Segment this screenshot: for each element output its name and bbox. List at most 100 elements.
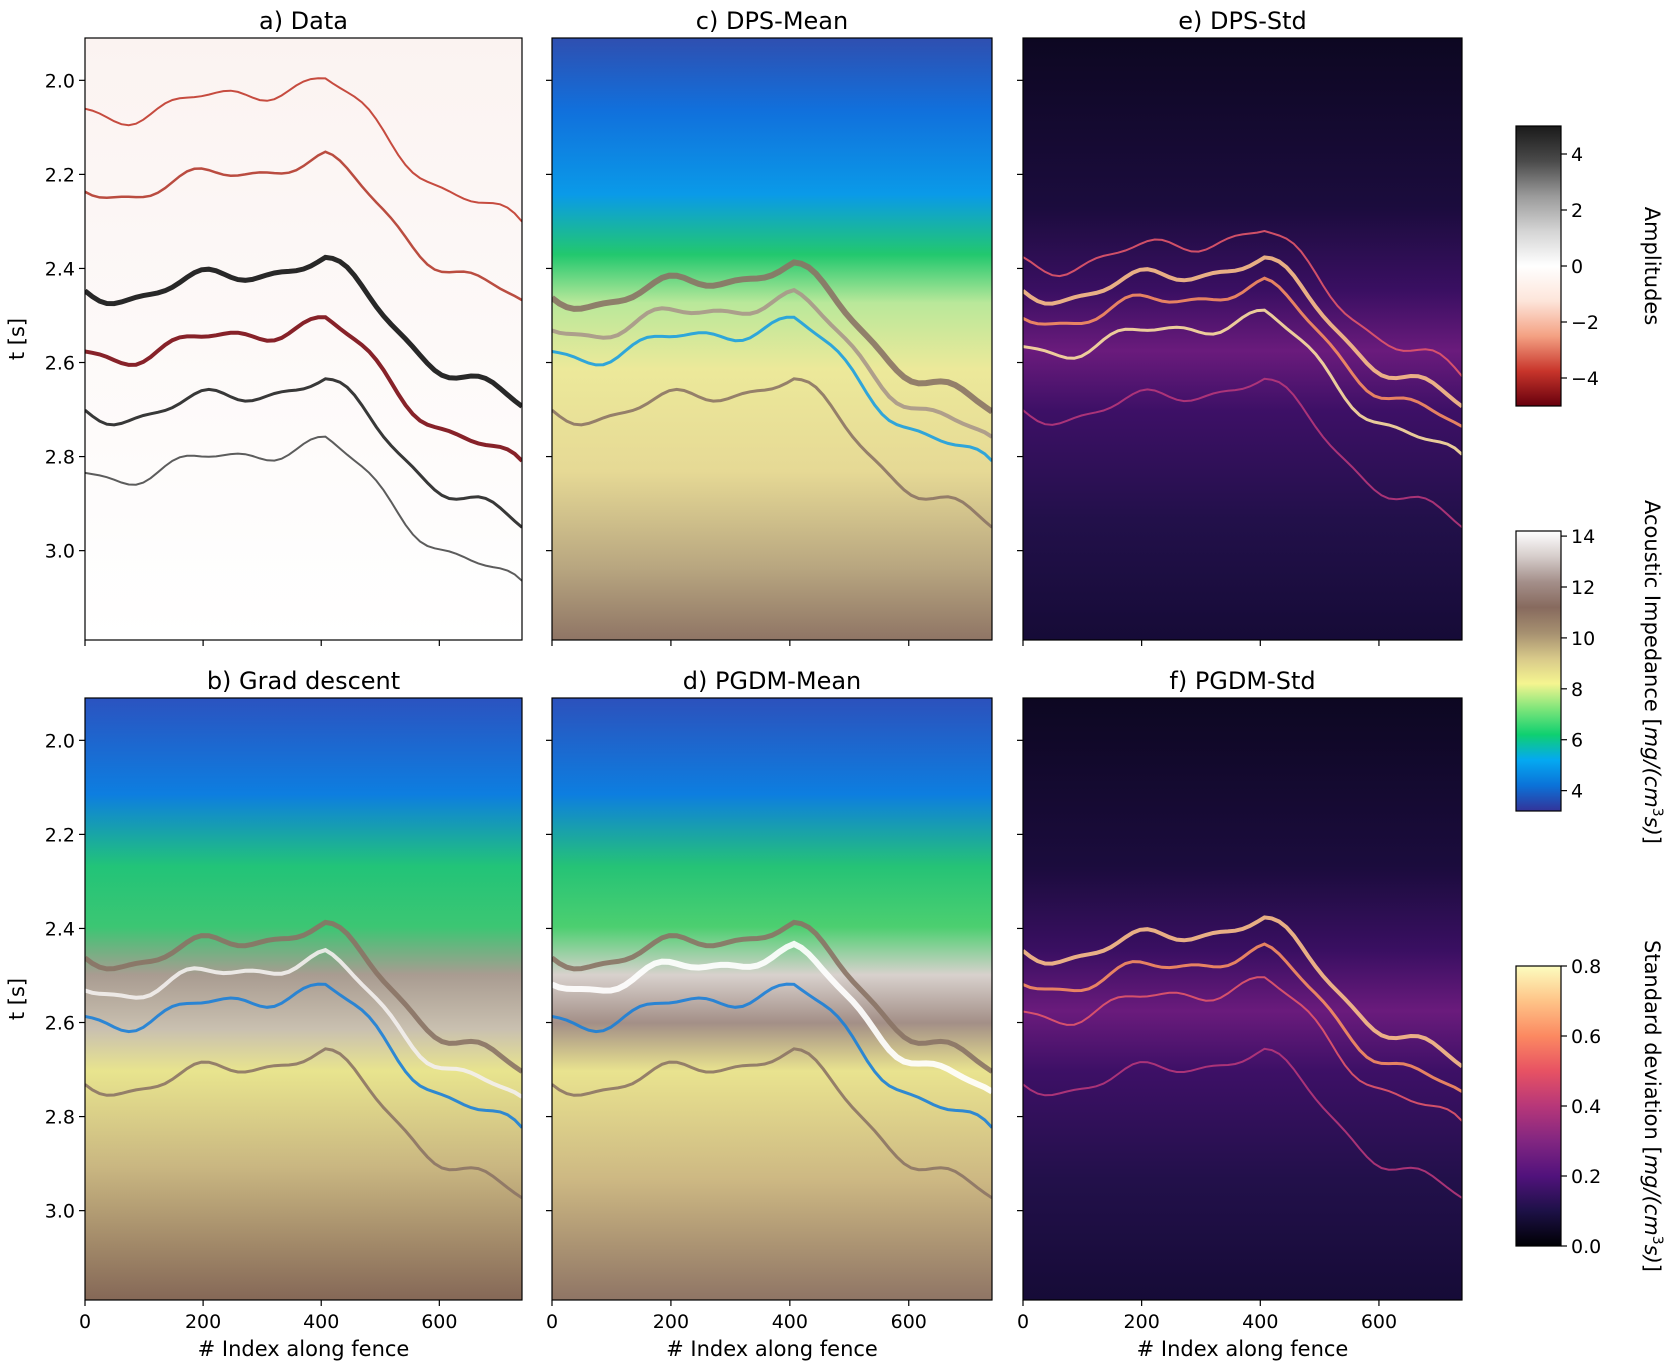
horizon-trace — [1023, 229, 1462, 377]
x-axis-label: # Index along fence — [1137, 1337, 1349, 1361]
colorbar-label: Standard deviation [mg/(cm3s)] — [1640, 940, 1665, 1272]
horizon-trace — [552, 259, 992, 415]
horizon-trace — [552, 315, 992, 462]
colorbar-tick-label: 2 — [1571, 200, 1583, 222]
heatmap-texture-e — [1023, 229, 1462, 529]
panel-title: b) Grad descent — [207, 667, 400, 695]
y-tick-label: 3.0 — [45, 1201, 75, 1223]
horizon-trace — [85, 254, 522, 409]
horizon-trace — [85, 919, 522, 1074]
colorbar-tick-label: 0.6 — [1571, 1026, 1601, 1048]
panel-title: e) DPS-Std — [1178, 7, 1306, 35]
colorbar-gradient — [1515, 125, 1562, 407]
horizon-trace — [85, 947, 522, 1099]
panel-title: c) DPS-Mean — [696, 7, 848, 35]
axes-frame — [84, 697, 523, 1301]
horizon-trace — [1023, 377, 1462, 529]
x-tick-label: 400 — [1242, 1311, 1278, 1333]
x-tick-label: 600 — [891, 1311, 927, 1333]
horizon-trace — [552, 287, 992, 439]
x-tick-label: 600 — [421, 1311, 457, 1333]
horizon-trace — [85, 377, 522, 529]
horizon-trace — [85, 435, 522, 582]
heatmap-f — [1023, 698, 1462, 1300]
colorbar-tick-label: 4 — [1571, 781, 1583, 803]
colorbar-gradient — [1515, 965, 1562, 1247]
colorbar-tick-label: 4 — [1571, 144, 1583, 166]
horizon-trace — [552, 940, 992, 1095]
panel-a: a) Data 2.0 2.2 2.4 2.6 2.8 3.0 t [s] — [5, 7, 523, 646]
heatmap-b — [85, 698, 522, 1300]
heatmap-texture-f — [1023, 915, 1462, 1199]
y-tick-label: 2.0 — [45, 70, 75, 92]
heatmap-c — [552, 38, 992, 640]
x-tick-label: 0 — [1017, 1311, 1029, 1333]
horizon-trace — [552, 377, 992, 529]
colorbar-tick-label: 14 — [1571, 526, 1595, 548]
heatmap-texture-a — [85, 77, 522, 582]
y-tick-label: 2.2 — [45, 164, 75, 186]
colorbar-tick-label: −4 — [1571, 368, 1599, 390]
colorbar-tick-label: −2 — [1571, 312, 1599, 334]
heatmap-texture-c — [552, 259, 992, 529]
horizon-trace — [1023, 255, 1462, 408]
colorbar-tick-label: 0.2 — [1571, 1166, 1601, 1188]
heatmap-e — [1023, 38, 1462, 640]
horizon-trace — [85, 315, 522, 463]
axes-frame — [1022, 697, 1463, 1301]
heatmap-texture-b — [85, 919, 522, 1200]
x-tick-label: 0 — [79, 1311, 91, 1333]
colorbar-amp: 4 2 0 −2 −4 Amplitudes — [1515, 125, 1664, 407]
x-axis-label: # Index along fence — [666, 1337, 878, 1361]
y-tick-label: 3.0 — [45, 541, 75, 563]
colorbar-tick-label: 12 — [1571, 577, 1595, 599]
x-tick-label: 600 — [1361, 1311, 1397, 1333]
horizon-trace — [85, 77, 522, 223]
panel-title: f) PGDM-Std — [1169, 667, 1315, 695]
axes-frame — [84, 37, 523, 641]
y-tick-label: 2.0 — [45, 730, 75, 752]
y-tick-label: 2.4 — [45, 258, 75, 280]
y-axis-label: t [s] — [5, 978, 29, 1020]
y-tick-label: 2.4 — [45, 918, 75, 940]
x-tick-label: 200 — [185, 1311, 221, 1333]
x-tick-label: 0 — [546, 1311, 558, 1333]
panel-title: a) Data — [259, 7, 348, 35]
colorbar-gradient — [1515, 530, 1562, 812]
y-tick-label: 2.2 — [45, 824, 75, 846]
horizon-trace — [1023, 308, 1462, 456]
x-tick-label: 200 — [653, 1311, 689, 1333]
axes-frame — [1022, 37, 1463, 641]
y-axis-label: t [s] — [5, 318, 29, 360]
panel-b: b) Grad descent 0 200 400 600 2.0 2.2 2.4 2.6 2.8… — [5, 667, 523, 1361]
x-tick-label: 400 — [772, 1311, 808, 1333]
x-tick-label: 400 — [303, 1311, 339, 1333]
colorbar-tick-label: 10 — [1571, 628, 1595, 650]
colorbar-tick-label: 0.8 — [1571, 956, 1601, 978]
axes-frame — [551, 37, 993, 641]
colorbar-tick-label: 0.4 — [1571, 1096, 1601, 1118]
panel-e: e) DPS-Std — [1017, 7, 1463, 646]
horizon-trace — [1023, 976, 1462, 1122]
colorbar-label: Acoustic Impedance [mg/(cm3s)] — [1640, 500, 1665, 844]
y-tick-label: 2.8 — [45, 447, 75, 469]
colorbar-ai: 14 12 10 8 6 4 Acoustic Impedance [mg/(cm3s)] — [1515, 500, 1665, 844]
x-axis-label: # Index along fence — [198, 1337, 410, 1361]
panel-title: d) PGDM-Mean — [683, 667, 862, 695]
colorbar-std: 0.8 0.6 0.4 0.2 0.0 Standard deviation [mg/(c… — [1515, 940, 1665, 1272]
colorbar-label: Amplitudes — [1640, 207, 1664, 326]
y-tick-label: 2.8 — [45, 1107, 75, 1129]
horizon-trace — [552, 1047, 992, 1200]
x-tick-label: 200 — [1124, 1311, 1160, 1333]
panel-d: d) PGDM-Mean 0 200 400 600 # Index along fenc… — [546, 667, 993, 1361]
colorbar-tick-label: 0 — [1571, 256, 1583, 278]
horizon-trace — [1023, 276, 1462, 428]
panel-c: c) DPS-Mean — [546, 7, 993, 646]
horizon-trace — [85, 150, 522, 302]
heatmap-texture-d — [552, 919, 992, 1200]
horizon-trace — [1023, 915, 1462, 1068]
y-tick-label: 2.6 — [45, 1013, 75, 1035]
colorbar-tick-label: 8 — [1571, 679, 1583, 701]
axes-frame — [551, 697, 993, 1301]
